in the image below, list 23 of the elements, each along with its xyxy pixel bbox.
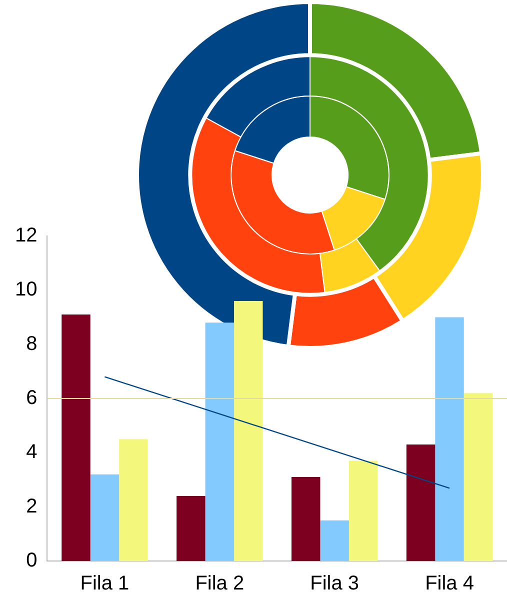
x-tick-label: Fila 2 [195,572,244,595]
bar [320,520,349,561]
y-tick-label: 10 [14,278,38,301]
bar [205,322,234,561]
y-tick-label: 8 [26,332,38,355]
bar [348,460,378,561]
x-tick-label: Fila 4 [425,572,474,595]
y-tick-label: 2 [26,495,38,518]
x-tick-label: Fila 3 [310,572,360,595]
bar [291,477,320,561]
y-tick-label: 12 [14,224,38,247]
bar [176,496,206,561]
bar [62,314,90,561]
y-tick-label: 4 [26,441,38,464]
bar [464,393,493,561]
bar [234,301,263,561]
bar [406,444,436,561]
y-tick-label: 6 [26,387,38,410]
bar [119,439,148,561]
y-tick-label: 0 [26,550,38,572]
x-tick-label: Fila 1 [80,572,130,595]
bar [435,317,464,561]
bar [90,474,120,561]
